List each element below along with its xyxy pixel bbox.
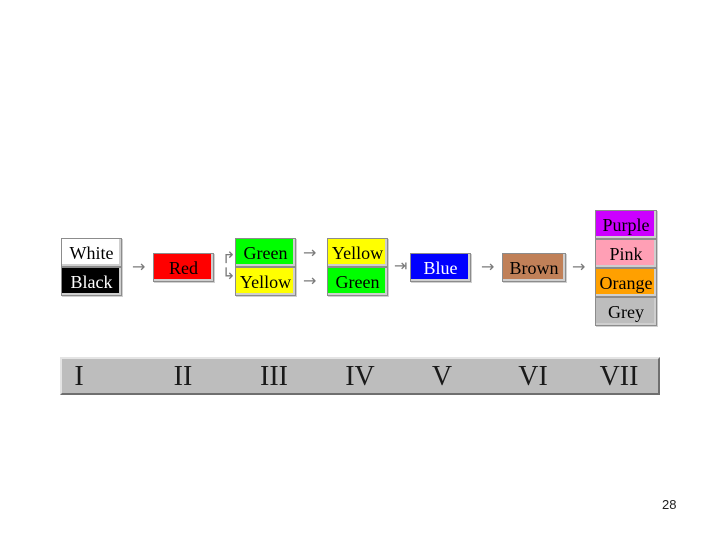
- color-label-orange: Orange: [599, 272, 653, 293]
- color-label-black: Black: [70, 271, 113, 292]
- stage-label-iii: III: [260, 361, 288, 392]
- color-box-yellow-2: Yellow: [327, 238, 388, 267]
- color-box-grey: Grey: [595, 297, 657, 326]
- arrow-right-icon: →: [132, 257, 146, 276]
- page-number: 28: [662, 497, 677, 512]
- color-box-green-2: Green: [327, 267, 388, 296]
- stage-bar: I II III IV V VI VII: [60, 357, 660, 395]
- color-box-blue: Blue: [410, 253, 471, 282]
- arrow-right-icon: →: [303, 243, 317, 262]
- arrow-right-icon: →: [303, 271, 317, 290]
- arrow-split-icon: ↱: [222, 248, 236, 267]
- color-label-pink: Pink: [609, 243, 643, 264]
- color-label-yellow: Yellow: [239, 271, 292, 292]
- color-label-green-2: Green: [335, 271, 380, 292]
- color-label-red: Red: [169, 257, 198, 278]
- arrow-split-icon: ↳: [222, 264, 236, 283]
- color-box-brown: Brown: [502, 253, 566, 282]
- stage-label-vii: VII: [599, 361, 639, 392]
- stage-label-i: I: [74, 361, 84, 392]
- stage-label-v: V: [431, 361, 453, 392]
- color-box-green: Green: [235, 238, 296, 267]
- color-box-white: White: [61, 238, 122, 267]
- arrow-merge-icon: ⇥: [394, 256, 408, 275]
- color-box-yellow: Yellow: [235, 267, 296, 296]
- color-box-red: Red: [153, 253, 214, 282]
- color-box-black: Black: [61, 267, 122, 296]
- color-label-white: White: [69, 242, 114, 263]
- color-label-purple: Purple: [602, 214, 650, 235]
- color-label-yellow-2: Yellow: [331, 242, 384, 263]
- color-box-purple: Purple: [595, 210, 657, 239]
- stage-label-iv: IV: [345, 361, 375, 392]
- arrow-right-icon: →: [572, 257, 586, 276]
- color-box-pink: Pink: [595, 239, 657, 268]
- stage-label-ii: II: [173, 361, 193, 392]
- color-label-green: Green: [243, 242, 288, 263]
- arrow-right-icon: →: [481, 257, 495, 276]
- stage-label-vi: VI: [518, 361, 548, 392]
- color-label-blue: Blue: [423, 257, 458, 278]
- color-box-orange: Orange: [595, 268, 657, 297]
- color-label-brown: Brown: [509, 257, 559, 278]
- color-label-grey: Grey: [608, 301, 644, 322]
